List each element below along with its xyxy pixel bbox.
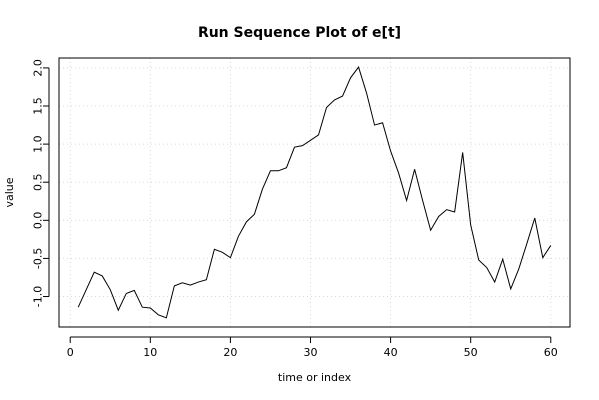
y-tick-label: 0.0 [32, 212, 45, 230]
x-axis: 0 10 20 30 40 50 60 [67, 336, 558, 359]
y-tick-label: 0.5 [32, 173, 45, 191]
x-tick-label: 30 [303, 346, 317, 359]
y-axis-label: value [3, 177, 16, 207]
x-tick-label: 50 [464, 346, 478, 359]
x-tick-label: 10 [143, 346, 157, 359]
grid-lines [59, 58, 570, 327]
x-tick-label: 20 [223, 346, 237, 359]
y-axis: -1.0 -0.5 0.0 0.5 1.0 1.5 2.0 [32, 59, 50, 307]
series-line [77, 66, 552, 319]
y-tick-label: 1.0 [32, 135, 45, 153]
y-tick-label: -0.5 [32, 248, 45, 269]
chart-title: Run Sequence Plot of e[t] [198, 25, 401, 41]
x-tick-label: 60 [544, 346, 558, 359]
x-axis-label: time or index [278, 371, 352, 384]
y-tick-label: 2.0 [32, 59, 45, 77]
y-tick-label: 1.5 [32, 97, 45, 115]
y-tick-label: -1.0 [32, 286, 45, 307]
plot-frame [58, 57, 571, 328]
x-tick-label: 0 [67, 346, 74, 359]
series-layer [77, 66, 552, 319]
x-tick-label: 40 [384, 346, 398, 359]
